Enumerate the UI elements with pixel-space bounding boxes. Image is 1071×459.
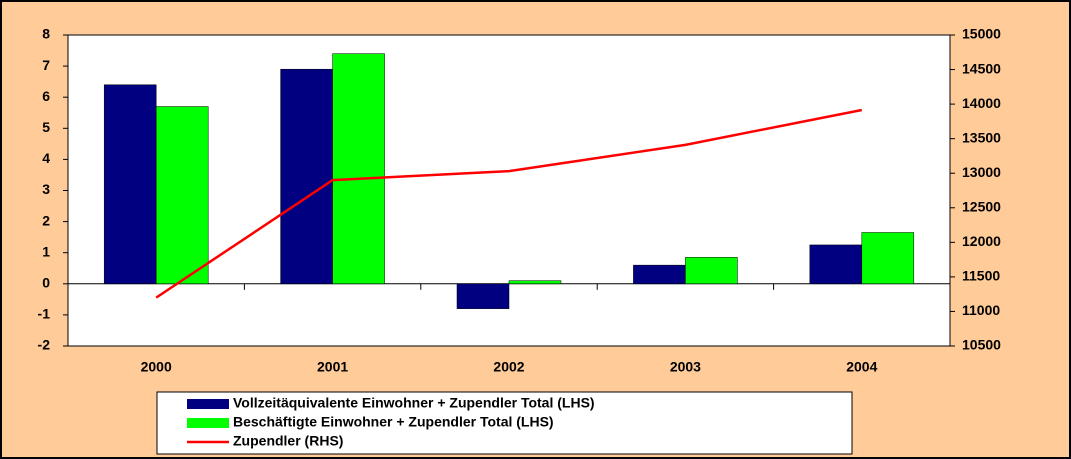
legend-label: Vollzeitäquivalente Einwohner + Zupendle… [233, 395, 595, 411]
x-tick-label: 2004 [846, 359, 877, 375]
y2-tick-label: 14500 [962, 60, 1001, 76]
y2-tick-label: 11000 [962, 302, 1000, 318]
y-tick-label: 1 [42, 243, 50, 259]
y2-tick-label: 14000 [962, 95, 1001, 111]
bar [633, 264, 686, 285]
y-tick-label: 0 [42, 275, 50, 291]
legend-label: Beschäftigte Einwohner + Zupendler Total… [233, 414, 554, 430]
line [155, 108, 863, 299]
y2-tick-label: 12000 [962, 233, 1001, 249]
bar [508, 280, 562, 285]
y-tick-label: -1 [38, 306, 51, 322]
bar [155, 106, 209, 285]
y2-tick-label: 15000 [962, 26, 1001, 42]
y-tick-label: 8 [42, 26, 50, 42]
bar [280, 68, 333, 285]
x-tick-label: 2003 [670, 359, 701, 375]
y-tick-label: 2 [42, 212, 50, 228]
y-tick-label: 3 [42, 181, 50, 197]
legend-label: Zupendler (RHS) [233, 433, 343, 449]
legend-swatch [187, 418, 229, 428]
y-tick-label: -2 [38, 337, 51, 353]
y-tick-label: 4 [42, 150, 50, 166]
y2-tick-label: 10500 [962, 337, 1001, 353]
y2-tick-label: 13000 [962, 164, 1001, 180]
bar [332, 53, 385, 285]
x-tick-label: 2002 [493, 359, 524, 375]
bar [103, 84, 157, 285]
bar [685, 257, 738, 285]
legend-swatch [187, 399, 229, 409]
bar [456, 283, 510, 309]
bar [861, 232, 915, 285]
y2-tick-label: 12500 [962, 198, 1001, 214]
y-tick-label: 6 [42, 88, 50, 104]
y2-tick-label: 13500 [962, 129, 1001, 145]
y-tick-label: 5 [42, 119, 50, 135]
y-tick-label: 7 [42, 57, 50, 73]
legend-box [156, 391, 853, 455]
bar [809, 244, 863, 285]
x-tick-label: 2001 [317, 359, 348, 375]
y2-tick-label: 11500 [962, 268, 1000, 284]
x-tick-label: 2000 [141, 359, 172, 375]
